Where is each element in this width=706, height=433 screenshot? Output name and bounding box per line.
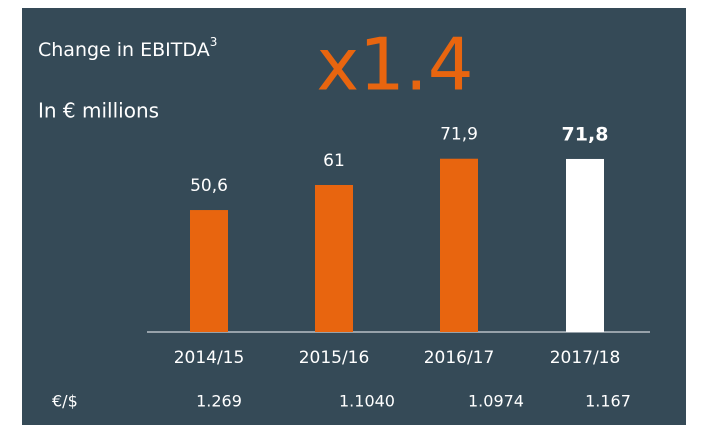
- bar: [315, 184, 353, 332]
- exchange-rate: 1.167: [585, 392, 631, 411]
- row-label: €/$: [52, 392, 78, 411]
- value-label: 71,8: [562, 123, 609, 145]
- title-note: 3: [210, 35, 218, 49]
- exchange-rate: 1.1040: [339, 392, 395, 411]
- exchange-rate: 1.0974: [468, 392, 524, 411]
- title-text: Change in EBITDA: [38, 39, 210, 61]
- annotation: x1.4: [316, 23, 473, 107]
- value-label: 61: [323, 151, 345, 171]
- x-tick-label: 2016/17: [424, 348, 495, 368]
- bar: [190, 210, 228, 332]
- chart-title: Change in EBITDA3: [38, 35, 217, 61]
- value-label: 71,9: [440, 125, 478, 145]
- x-tick-label: 2014/15: [174, 348, 245, 368]
- x-tick-label: 2017/18: [550, 348, 621, 368]
- value-label: 50,6: [190, 176, 228, 196]
- exchange-rate: 1.269: [196, 392, 242, 411]
- bar: [566, 158, 604, 332]
- subtitle: In € millions: [38, 99, 159, 123]
- x-tick-label: 2015/16: [299, 348, 370, 368]
- bar: [440, 158, 478, 332]
